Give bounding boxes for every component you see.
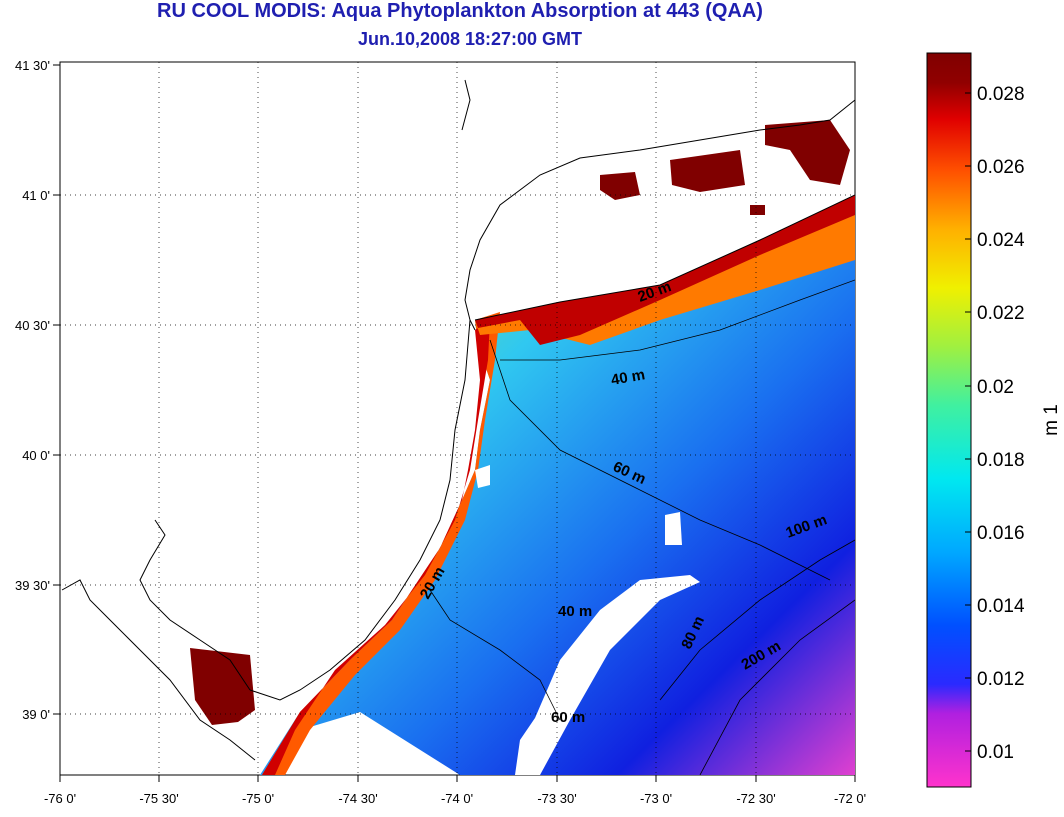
lon-tick-label: -72 30' xyxy=(736,791,775,806)
colorbar-tick-label: 0.016 xyxy=(977,523,1025,544)
colorbar-ticks xyxy=(965,92,971,752)
lis-patch-2 xyxy=(670,150,745,192)
colorbar-gradient xyxy=(926,52,972,788)
no-data-gap xyxy=(515,575,700,775)
map-subtitle-date: Jun.10,2008 18:27:00 GMT xyxy=(357,29,583,49)
colorbar: 0.01 0.012 0.014 0.016 0.018 0.02 0.022 … xyxy=(926,52,1062,788)
lat-tick-label: 41 30' xyxy=(15,58,50,73)
lon-tick-label: -72 0' xyxy=(834,791,866,806)
colorbar-tick-label: 0.018 xyxy=(977,450,1025,471)
chlorophyll-field xyxy=(260,195,855,775)
contour-label-40m-north: 40 m xyxy=(610,366,647,389)
lon-tick-label: -75 0' xyxy=(242,791,274,806)
coastline xyxy=(61,79,855,761)
lat-tick-label: 39 0' xyxy=(22,707,50,722)
lat-tick-label: 41 0' xyxy=(22,188,50,203)
colorbar-unit-label: m 1 xyxy=(1041,404,1062,436)
colorbar-tick-label: 0.022 xyxy=(977,303,1025,324)
axis-ticks xyxy=(53,64,856,782)
lis-patch-1 xyxy=(600,172,640,200)
lis-patch-4 xyxy=(750,205,765,215)
no-data-spot xyxy=(665,512,682,545)
colorbar-tick-label: 0.014 xyxy=(977,596,1025,617)
contour-label-60m-south: 60 m xyxy=(551,709,585,726)
latitude-labels: 39 0' 39 30' 40 0' 40 30' 41 0' 41 30' xyxy=(15,58,50,722)
lon-tick-label: -76 0' xyxy=(44,791,76,806)
data-layer xyxy=(190,120,855,775)
colorbar-tick-label: 0.02 xyxy=(977,377,1014,398)
colorbar-tick-label: 0.01 xyxy=(977,742,1014,763)
lon-tick-label: -74 30' xyxy=(338,791,377,806)
delaware-bay-patch xyxy=(190,648,255,725)
colorbar-tick-label: 0.012 xyxy=(977,669,1025,690)
lon-tick-label: -73 30' xyxy=(537,791,576,806)
colorbar-tick-label: 0.024 xyxy=(977,230,1025,251)
contour-label-40m-south: 40 m xyxy=(558,603,592,620)
lon-tick-label: -75 30' xyxy=(139,791,178,806)
lat-tick-label: 40 0' xyxy=(22,448,50,463)
colorbar-tick-label: 0.028 xyxy=(977,84,1025,105)
lis-patch-3 xyxy=(765,120,850,185)
no-data-coast xyxy=(475,465,490,488)
colorbar-tick-label: 0.026 xyxy=(977,157,1025,178)
lon-tick-label: -74 0' xyxy=(441,791,473,806)
map-title: RU COOL MODIS: Aqua Phytoplankton Absorp… xyxy=(157,0,763,22)
lat-tick-label: 40 30' xyxy=(15,318,50,333)
lon-tick-label: -73 0' xyxy=(640,791,672,806)
coastal-high-band xyxy=(262,312,500,775)
longitude-labels: -76 0' -75 30' -75 0' -74 30' -74 0' -73… xyxy=(44,791,866,806)
lat-tick-label: 39 30' xyxy=(15,578,50,593)
bathymetry-contours xyxy=(429,279,855,775)
li-shore-peak xyxy=(475,195,855,345)
